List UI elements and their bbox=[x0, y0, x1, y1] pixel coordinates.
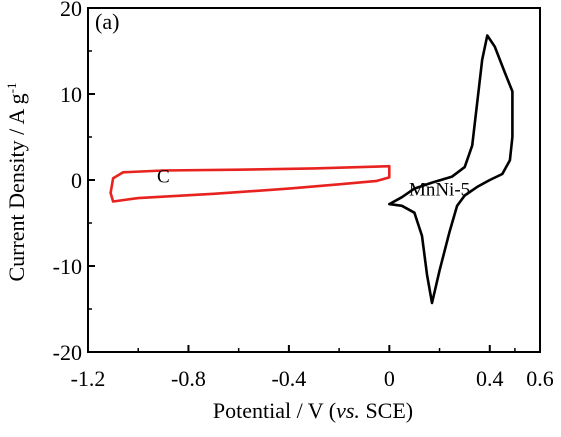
y-tick-label: 10 bbox=[60, 82, 82, 107]
y-tick-label: -20 bbox=[53, 340, 82, 365]
x-tick-label: -0.4 bbox=[271, 366, 306, 391]
x-axis-title-suffix: SCE) bbox=[360, 398, 413, 423]
y-axis-title-main: Current Density / A g bbox=[4, 93, 29, 281]
axis-ticks: -1.2 -0.8 -0.4 0 0.4 0.6 -20 -10 0 10 20 bbox=[53, 0, 554, 391]
y-tick-label: -10 bbox=[53, 254, 82, 279]
x-tick-label: -1.2 bbox=[71, 366, 106, 391]
plot-frame bbox=[87, 7, 541, 353]
series-layer: C MnNi-5 bbox=[109, 34, 514, 305]
y-axis-title: Current Density / A g-1 bbox=[4, 82, 29, 281]
y-axis-title-superscript: -1 bbox=[4, 82, 19, 93]
panel-label: (a) bbox=[95, 9, 119, 34]
x-axis-title-prefix: Potential / V ( bbox=[213, 398, 336, 423]
x-tick-label: 0.4 bbox=[476, 366, 504, 391]
x-axis-title-italic: vs. bbox=[336, 398, 360, 423]
y-tick-label: 20 bbox=[60, 0, 82, 21]
series-label-c: C bbox=[157, 167, 170, 188]
x-tick-label: 0 bbox=[384, 366, 395, 391]
y-tick-label: 0 bbox=[71, 168, 82, 193]
x-tick-label: -0.8 bbox=[171, 366, 206, 391]
series-line-mnni-5 bbox=[388, 34, 514, 305]
x-axis-title: Potential / V (vs. SCE) bbox=[213, 398, 413, 423]
series-line-c bbox=[109, 164, 391, 203]
series-label-mnni-5: MnNi-5 bbox=[409, 179, 470, 200]
x-tick-label: 0.6 bbox=[526, 366, 554, 391]
